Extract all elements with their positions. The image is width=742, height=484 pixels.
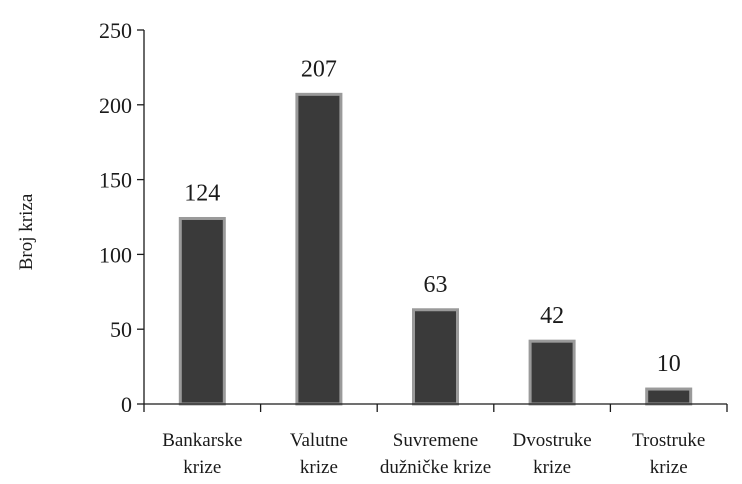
bar xyxy=(178,216,226,406)
y-axis-ticks: 0 50 100 150 200 250 xyxy=(99,18,144,417)
y-tick-label: 0 xyxy=(121,392,132,417)
x-axis-ticks xyxy=(143,404,728,412)
bar-value-label: 42 xyxy=(540,303,564,329)
value-labels: 124 207 63 42 10 xyxy=(184,56,680,377)
x-category-label: Suvremene dužničke krize xyxy=(380,430,491,478)
x-category-label: Trostruke krize xyxy=(632,430,705,478)
bar-value-label: 63 xyxy=(424,272,448,298)
x-category-label: Bankarske krize xyxy=(162,430,242,478)
bar xyxy=(645,387,693,406)
y-tick-label: 100 xyxy=(99,242,132,267)
y-tick-label: 200 xyxy=(99,93,132,118)
y-tick-label: 50 xyxy=(110,317,132,342)
bar xyxy=(412,308,459,406)
bar-value-label: 124 xyxy=(184,180,220,206)
y-tick-label: 250 xyxy=(99,18,132,43)
x-category-label: Valutne krize xyxy=(290,430,348,478)
x-category-label: Dvostruke krize xyxy=(513,430,592,478)
y-tick-label: 150 xyxy=(99,168,132,193)
category-labels: Bankarske krize Valutne krize Suvremene dužni… xyxy=(162,430,705,478)
bar xyxy=(295,92,343,406)
bar-value-label: 10 xyxy=(657,351,681,377)
bar-value-label: 207 xyxy=(301,56,337,82)
bars xyxy=(178,92,693,406)
y-axis-label: Broj kriza xyxy=(16,193,37,270)
bar xyxy=(528,339,576,406)
